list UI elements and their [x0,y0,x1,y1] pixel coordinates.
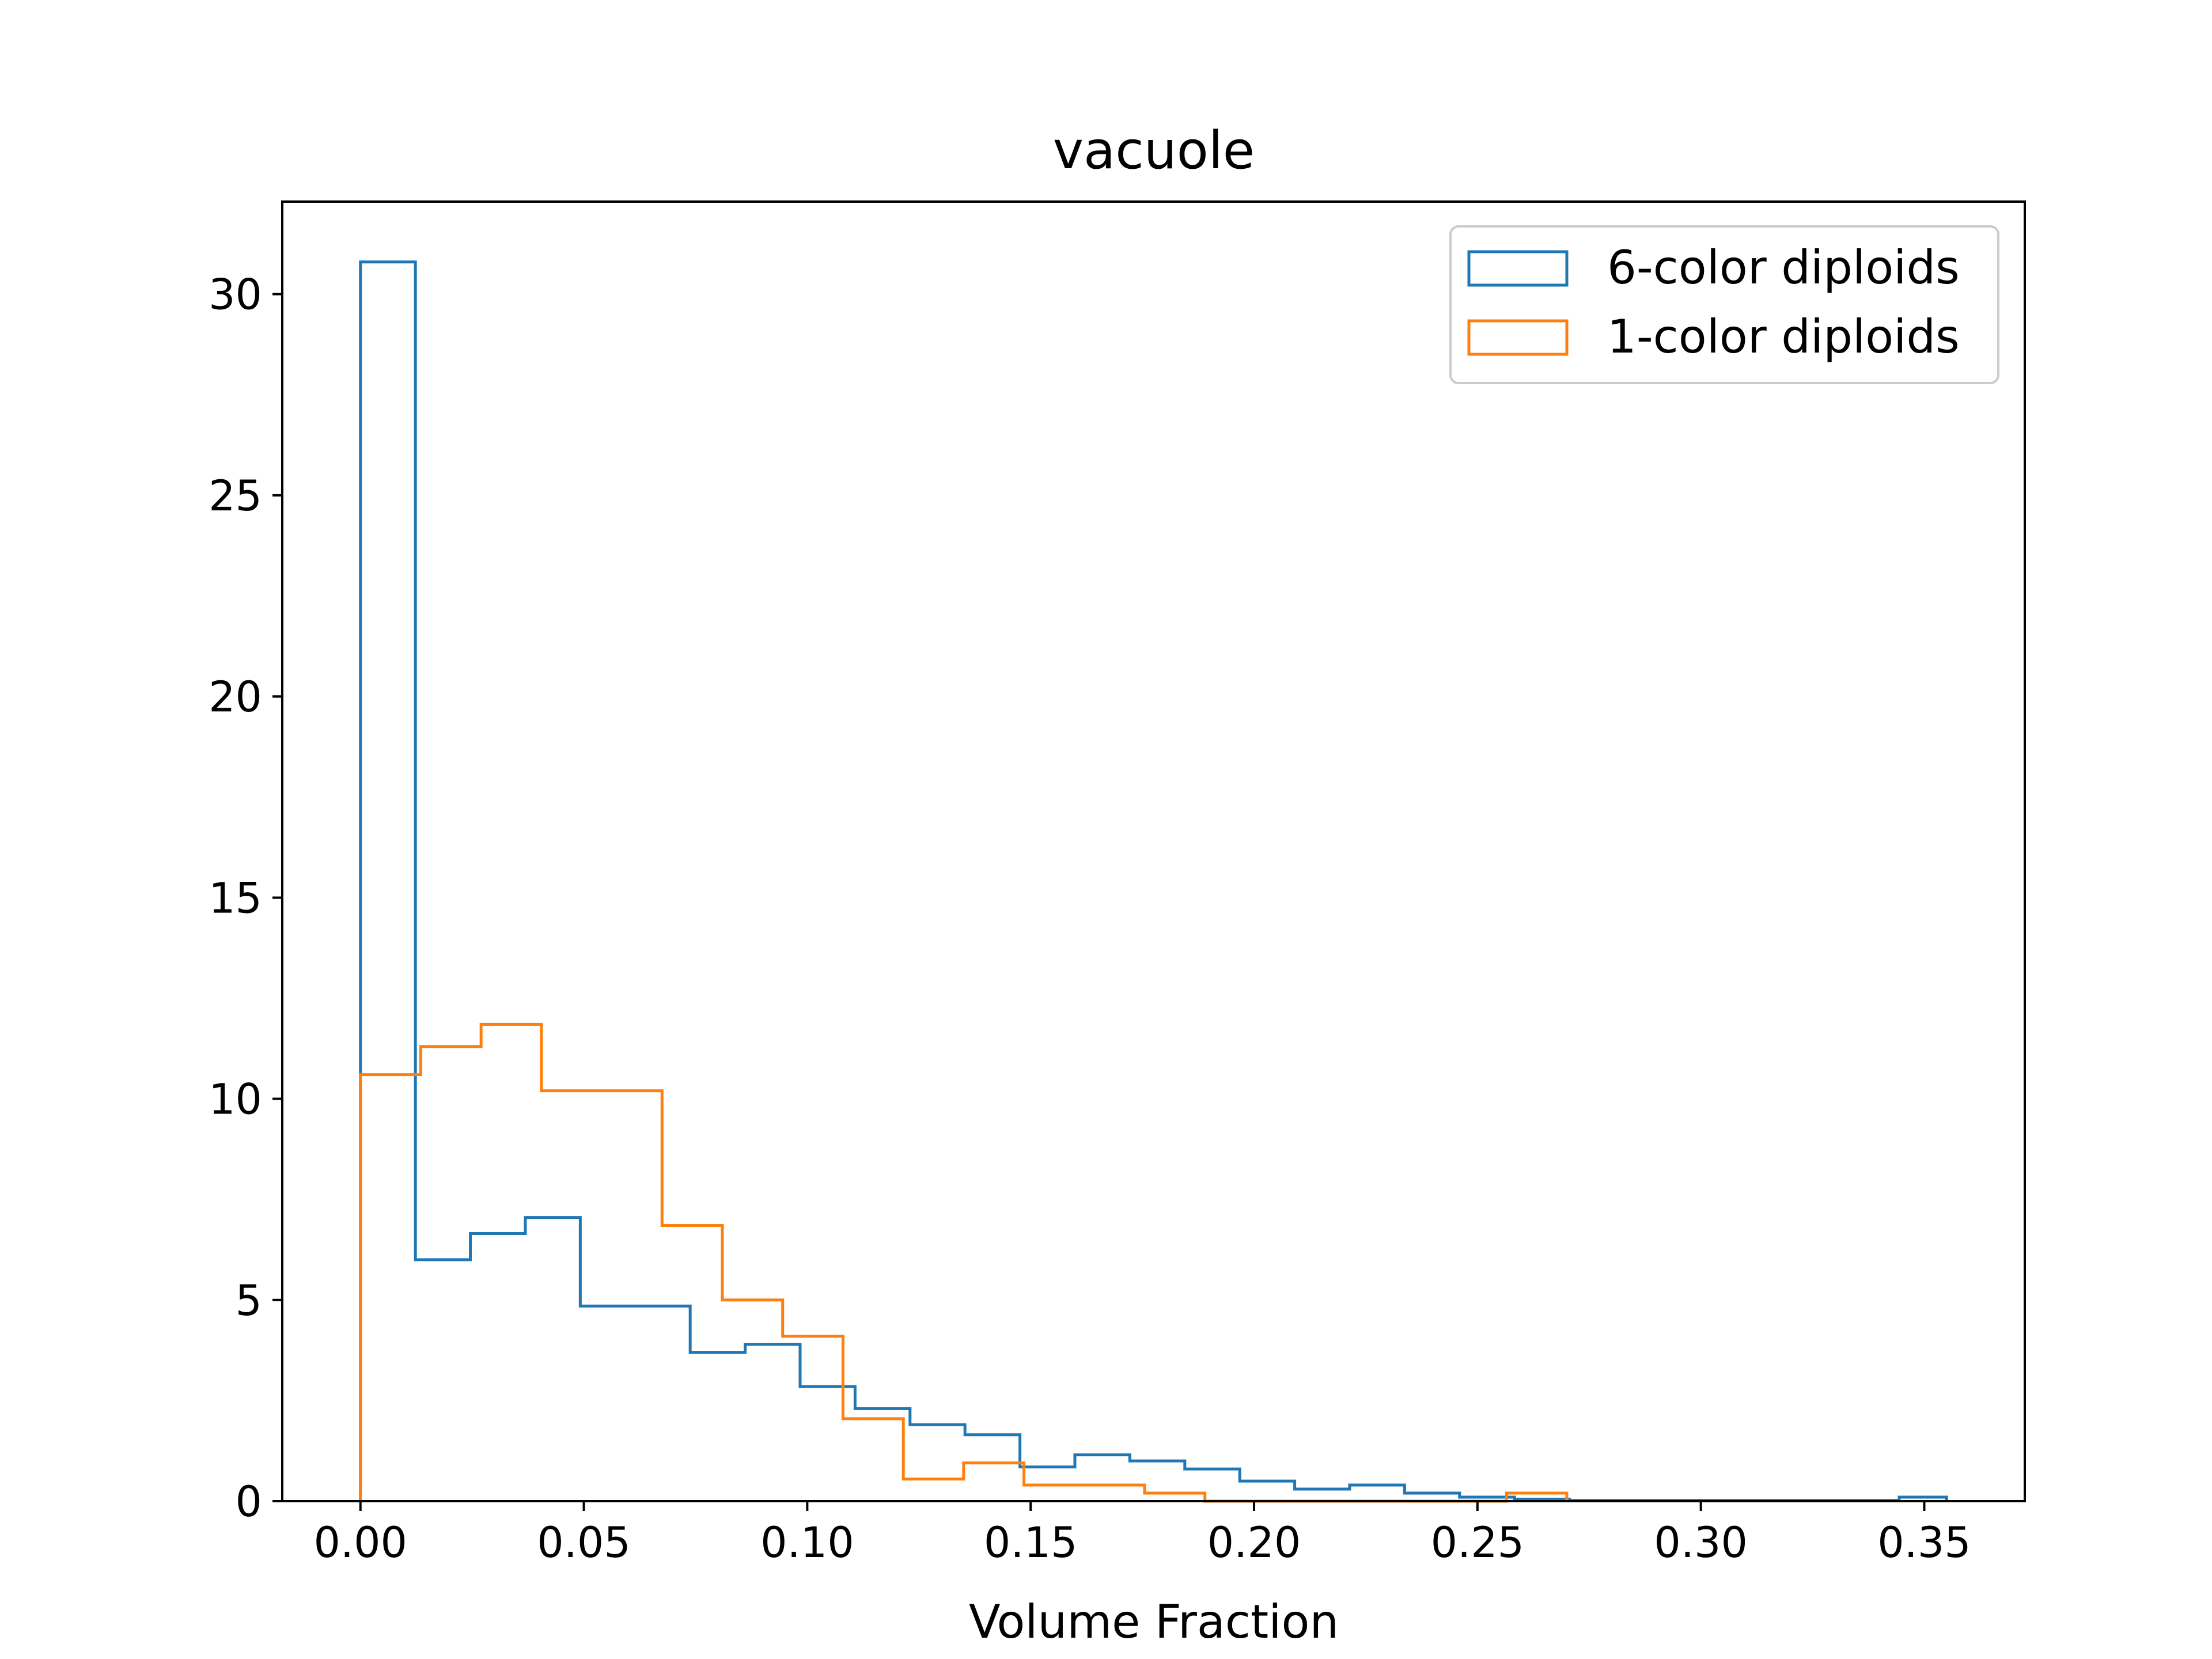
y-tick-label: 15 [209,874,262,923]
y-tick-label: 25 [209,472,262,521]
x-tick-label: 0.25 [1431,1518,1525,1567]
x-tick-label: 0.15 [984,1518,1078,1567]
x-tick-label: 0.05 [537,1518,631,1567]
x-axis-label: Volume Fraction [969,1595,1339,1649]
legend-box [1449,225,1999,384]
y-tick-label: 10 [209,1075,262,1124]
x-tick-label: 0.35 [1877,1518,1971,1567]
chart-title: vacuole [1053,120,1255,181]
x-tick-label: 0.30 [1654,1518,1748,1567]
legend-swatch-1-color [1467,319,1569,356]
plot-frame [281,200,2026,1502]
x-tick-label: 0.00 [313,1518,407,1567]
y-tick-label: 30 [209,271,262,320]
y-tick-label: 20 [209,673,262,722]
x-axis: 0.00 0.05 0.10 0.15 0.20 0.25 0.30 0.35 [313,1501,1971,1567]
legend-swatch-6-color [1467,250,1569,287]
legend: 6-color diploids 1-color diploids [1449,225,1999,384]
y-tick-label: 5 [236,1277,262,1325]
y-tick-label: 0 [236,1478,262,1527]
legend-label-6-color: 6-color diploids [1607,241,1960,294]
x-tick-label: 0.10 [760,1518,854,1567]
y-axis: 0 5 10 15 20 25 30 [209,271,282,1527]
x-tick-label: 0.20 [1207,1518,1301,1567]
legend-label-1-color: 1-color diploids [1607,310,1960,363]
